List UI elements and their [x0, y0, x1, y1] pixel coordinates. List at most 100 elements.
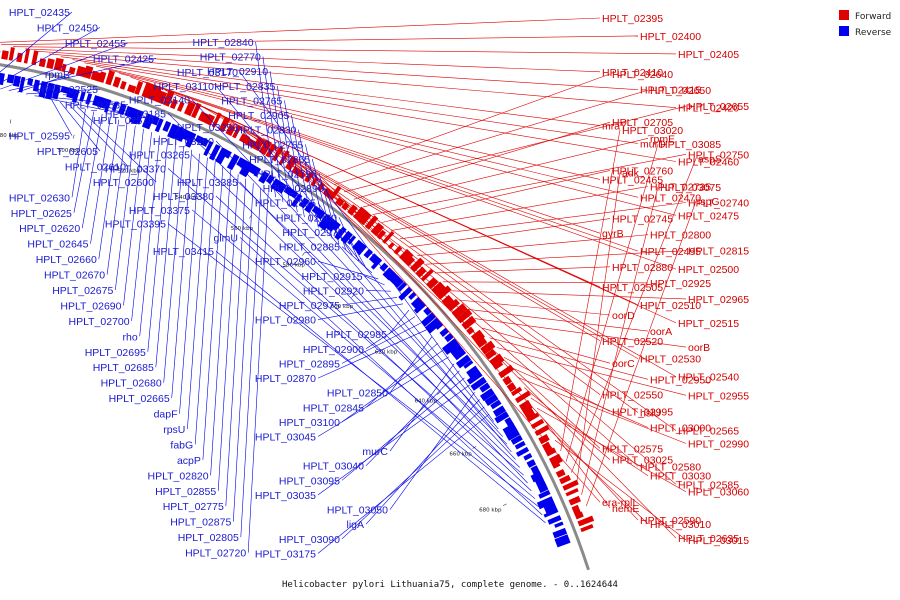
forward-gene-label: HPLT_03015	[688, 535, 749, 547]
reverse-gene-block	[203, 141, 214, 157]
reverse-gene-block	[536, 496, 555, 510]
forward-gene-block	[359, 211, 372, 226]
reverse-leader-line	[187, 157, 208, 430]
forward-gene-label: HPLT_03000	[650, 423, 711, 435]
reverse-gene-block	[526, 459, 537, 468]
reverse-leader-line	[345, 231, 366, 268]
reverse-leader-line	[341, 297, 398, 306]
genome-backbone	[0, 63, 590, 571]
forward-leader-line	[408, 218, 611, 248]
forward-leader-line	[372, 154, 687, 215]
forward-gene-label: HPLT_02585	[678, 479, 739, 491]
forward-leader-line	[458, 299, 611, 316]
reverse-gene-block	[185, 132, 197, 148]
reverse-gene-block	[45, 82, 55, 100]
forward-leader-line	[262, 137, 601, 449]
reverse-gene-block	[554, 534, 571, 548]
forward-leader-line	[560, 129, 621, 451]
forward-gene-label: HPLT_02880	[612, 262, 673, 274]
forward-leader-line	[399, 202, 687, 240]
reverse-gene-label: HPLT_02605	[37, 146, 98, 158]
forward-leader-line	[474, 318, 687, 348]
forward-gene-label: murD	[640, 139, 666, 151]
reverse-gene-label: HPLT_02835	[214, 81, 275, 93]
reverse-gene-block	[79, 91, 86, 102]
forward-leader-line	[72, 59, 639, 144]
forward-leader-line	[434, 266, 611, 274]
reverse-gene-label: HPLT_03265	[129, 150, 190, 162]
forward-leader-line	[294, 156, 601, 503]
forward-leader-line	[554, 439, 687, 541]
reverse-gene-label: HPLT_03260	[153, 136, 214, 148]
forward-gene-label: HPLT_02415	[640, 85, 701, 97]
scale-tick-label: 680 kbp	[479, 508, 502, 514]
forward-leader-line	[425, 250, 687, 265]
reverse-leader-line	[167, 223, 539, 508]
reverse-gene-block	[463, 360, 474, 369]
reverse-gene-block	[224, 150, 232, 159]
forward-gene-label: HPLT_03085	[660, 139, 721, 151]
scale-tick-label: 620 kbp	[375, 349, 398, 355]
scale-tick	[302, 252, 305, 256]
reverse-leader-line	[179, 153, 200, 414]
forward-gene-block	[552, 462, 561, 469]
reverse-leader-line	[389, 336, 433, 393]
reverse-gene-label: HPLT_02865	[249, 154, 310, 166]
forward-gene-block	[466, 326, 475, 335]
reverse-gene-label: HPLT_02665	[109, 393, 170, 405]
forward-gene-block	[347, 204, 358, 216]
reverse-gene-block	[479, 382, 491, 393]
reverse-gene-block	[554, 521, 564, 528]
reverse-leader-line	[210, 169, 231, 476]
reverse-leader-line	[194, 161, 216, 445]
reverse-leader-line	[191, 209, 536, 500]
forward-leader-line	[252, 131, 677, 431]
reverse-gene-block	[162, 120, 172, 132]
forward-gene-block	[23, 48, 30, 64]
forward-gene-block	[555, 469, 566, 478]
forward-leader-line	[25, 48, 601, 73]
forward-gene-block	[127, 84, 137, 94]
reverse-gene-label: HPLT_03385	[177, 177, 238, 189]
forward-gene-block	[329, 185, 342, 201]
reverse-gene-block	[111, 101, 119, 112]
forward-gene-block	[105, 70, 115, 86]
reverse-gene-label: HPLT_03380	[153, 191, 214, 203]
reverse-gene-block	[392, 277, 404, 288]
gene-labels: HPLT_02395 HPLT_02400 HPLT_02405 HPLT_02410…	[9, 7, 749, 560]
reverse-leader-line	[155, 142, 177, 368]
reverse-leader-line	[73, 111, 95, 213]
reverse-leader-line	[365, 370, 460, 466]
forward-gene-label: HPLT_02815	[688, 246, 749, 258]
reverse-leader-line	[0, 11, 73, 73]
reverse-gene-label: HPLT_02755	[242, 139, 303, 151]
forward-gene-label: hslU	[640, 408, 661, 420]
reverse-gene-label: HPLT_03395	[105, 219, 166, 231]
reverse-gene-label: HPLT_02770	[200, 52, 261, 64]
forward-leader-line	[390, 186, 649, 231]
reverse-leader-line	[341, 406, 485, 540]
reverse-gene-block	[173, 126, 187, 142]
reverse-gene-label: HPLT_02855	[155, 486, 216, 498]
reverse-gene-block	[325, 217, 339, 232]
strand-legend: Forward Reverse	[839, 10, 892, 38]
scale-tick	[9, 119, 12, 124]
reverse-gene-block	[104, 99, 112, 113]
reverse-leader-line	[317, 303, 404, 320]
reverse-leader-line	[305, 144, 326, 234]
forward-gene-block	[8, 47, 15, 61]
reverse-leader-line	[317, 413, 490, 554]
reverse-leader-line	[239, 71, 494, 422]
reverse-leader-line	[215, 85, 499, 430]
forward-gene-label: HPLT_02740	[688, 198, 749, 210]
forward-gene-label: HPLT_02640	[612, 69, 673, 81]
forward-gene-label: HPLT_02995	[612, 406, 673, 418]
forward-gene-block	[568, 495, 581, 506]
reverse-gene-block	[413, 301, 427, 314]
reverse-gene-block	[85, 93, 93, 105]
reverse-gene-block	[494, 411, 510, 424]
forward-gene-block	[184, 101, 196, 117]
reverse-gene-label: HPLT_02670	[44, 270, 105, 282]
reverse-gene-label: HPLT_02775	[163, 501, 224, 513]
reverse-leader-line	[191, 154, 520, 468]
